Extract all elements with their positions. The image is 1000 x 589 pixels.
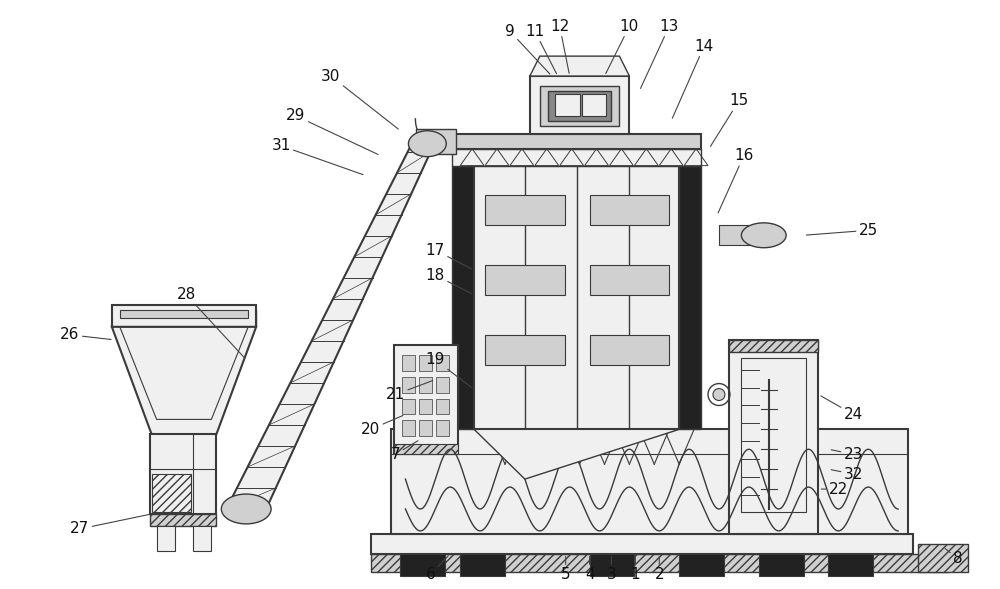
Ellipse shape bbox=[408, 131, 446, 157]
Bar bbox=[436, 376, 449, 392]
Bar bbox=[548, 91, 611, 121]
Bar bbox=[416, 129, 456, 154]
Bar bbox=[419, 355, 432, 370]
Bar bbox=[120, 310, 248, 318]
Bar bbox=[371, 534, 913, 554]
Bar bbox=[828, 554, 873, 575]
Bar bbox=[590, 335, 669, 365]
Bar bbox=[452, 166, 474, 429]
Text: 20: 20 bbox=[361, 415, 403, 437]
Text: 11: 11 bbox=[525, 24, 556, 74]
Ellipse shape bbox=[741, 223, 786, 248]
Text: 25: 25 bbox=[806, 223, 878, 238]
Bar bbox=[729, 340, 818, 352]
Polygon shape bbox=[112, 327, 256, 434]
Bar bbox=[419, 421, 432, 436]
Bar bbox=[555, 94, 580, 116]
Text: 15: 15 bbox=[710, 94, 748, 146]
Text: 4: 4 bbox=[585, 557, 594, 582]
Bar bbox=[530, 76, 629, 134]
Text: 29: 29 bbox=[286, 108, 378, 154]
Text: 13: 13 bbox=[641, 19, 679, 88]
Bar bbox=[452, 134, 701, 148]
Bar bbox=[402, 376, 415, 392]
Polygon shape bbox=[474, 429, 679, 479]
Polygon shape bbox=[226, 131, 440, 509]
Bar bbox=[436, 399, 449, 415]
Text: 28: 28 bbox=[177, 287, 244, 358]
Text: 8: 8 bbox=[945, 548, 963, 566]
Text: 31: 31 bbox=[271, 138, 363, 175]
Bar bbox=[679, 554, 724, 575]
Text: 2: 2 bbox=[654, 557, 664, 582]
Text: 30: 30 bbox=[321, 68, 398, 129]
Polygon shape bbox=[112, 310, 256, 325]
Bar bbox=[394, 444, 458, 454]
Bar bbox=[460, 554, 505, 575]
Bar bbox=[419, 399, 432, 415]
Bar bbox=[590, 554, 634, 575]
Text: 22: 22 bbox=[821, 482, 848, 497]
Text: 32: 32 bbox=[831, 466, 863, 482]
Bar bbox=[741, 358, 806, 512]
Bar bbox=[150, 514, 216, 526]
Bar bbox=[419, 376, 432, 392]
Text: 19: 19 bbox=[426, 352, 472, 388]
Bar bbox=[394, 345, 458, 454]
Bar bbox=[436, 355, 449, 370]
Bar bbox=[371, 554, 948, 572]
Text: 24: 24 bbox=[821, 396, 863, 422]
Text: 6: 6 bbox=[425, 556, 448, 582]
Bar bbox=[436, 421, 449, 436]
Text: 23: 23 bbox=[831, 446, 863, 462]
Bar bbox=[918, 544, 968, 572]
Bar bbox=[400, 554, 445, 575]
Text: 3: 3 bbox=[607, 557, 616, 582]
Bar bbox=[152, 474, 191, 512]
Ellipse shape bbox=[221, 494, 271, 524]
Bar bbox=[729, 340, 818, 534]
Bar bbox=[193, 526, 211, 551]
Bar bbox=[391, 429, 908, 534]
Bar bbox=[402, 355, 415, 370]
Text: 21: 21 bbox=[386, 380, 433, 402]
Bar bbox=[759, 554, 804, 575]
Bar bbox=[719, 226, 764, 245]
Bar bbox=[679, 166, 701, 429]
Text: 17: 17 bbox=[426, 243, 472, 269]
Text: 10: 10 bbox=[606, 19, 639, 74]
Text: 9: 9 bbox=[505, 24, 550, 74]
Text: 27: 27 bbox=[70, 515, 149, 537]
Bar bbox=[582, 94, 606, 116]
Text: 16: 16 bbox=[718, 148, 754, 213]
Bar bbox=[402, 399, 415, 415]
Ellipse shape bbox=[713, 389, 725, 401]
Bar bbox=[590, 196, 669, 226]
Bar bbox=[485, 335, 565, 365]
Text: 26: 26 bbox=[60, 327, 111, 342]
Text: 7: 7 bbox=[391, 441, 418, 462]
Bar bbox=[112, 305, 256, 327]
Text: 18: 18 bbox=[426, 267, 472, 294]
Bar bbox=[452, 148, 701, 166]
Text: 1: 1 bbox=[631, 557, 640, 582]
Polygon shape bbox=[530, 56, 629, 76]
Bar bbox=[150, 434, 216, 514]
Text: 5: 5 bbox=[561, 557, 571, 582]
Bar bbox=[157, 526, 175, 551]
Bar bbox=[474, 166, 679, 429]
Bar bbox=[402, 421, 415, 436]
Text: 12: 12 bbox=[550, 19, 569, 73]
Text: 14: 14 bbox=[672, 39, 714, 118]
Bar bbox=[540, 86, 619, 126]
Bar bbox=[590, 265, 669, 295]
Bar bbox=[485, 196, 565, 226]
Bar bbox=[485, 265, 565, 295]
